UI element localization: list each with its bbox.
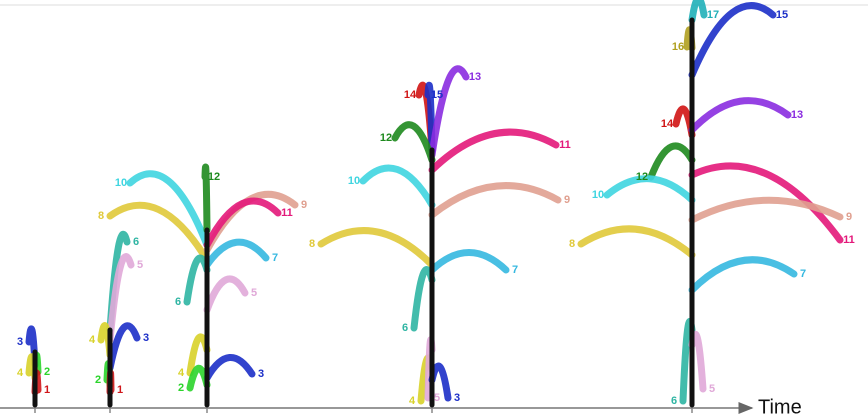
leaf-label: 12 <box>636 171 648 183</box>
leaf-label: 17 <box>707 9 719 21</box>
leaf-label: 2 <box>178 382 184 394</box>
leaf-label: 5 <box>709 383 715 395</box>
leaf-label: 4 <box>17 367 24 379</box>
leaf-label: 5 <box>137 259 143 271</box>
leaf-label: 2 <box>95 374 101 386</box>
leaf <box>321 231 432 265</box>
leaf-label: 3 <box>143 332 149 344</box>
leaf-label: 1 <box>117 384 123 396</box>
leaf <box>692 0 704 20</box>
leaf <box>414 270 432 328</box>
leaf-label: 3 <box>454 392 460 404</box>
leaf-label: 5 <box>434 392 440 404</box>
leaf-label: 1 <box>44 384 50 396</box>
leaf-label: 11 <box>843 234 855 246</box>
leaf-label: 14 <box>661 118 674 130</box>
leaf <box>432 132 556 170</box>
leaf-label: 9 <box>301 199 307 211</box>
leaf <box>432 253 506 271</box>
leaf <box>187 258 207 302</box>
leaf <box>581 229 692 255</box>
leaf-label: 2 <box>44 366 50 378</box>
leaf-label: 8 <box>98 210 104 222</box>
leaf-label: 6 <box>175 296 181 308</box>
leaf-label: 4 <box>409 395 416 407</box>
leaf-label: 11 <box>559 139 571 151</box>
leaf-label: 9 <box>846 211 852 223</box>
leaf-label: 3 <box>17 336 23 348</box>
leaf-label: 9 <box>564 194 570 206</box>
leaf <box>130 174 207 245</box>
page: {"plants":[ {"leaves":[{"label":"3","col… <box>0 0 868 418</box>
leaf-label: 4 <box>89 334 96 346</box>
leaf <box>190 368 207 388</box>
leaf <box>432 69 466 155</box>
leaf <box>207 279 245 310</box>
leaf <box>395 125 432 160</box>
leaf-label: 12 <box>380 132 392 144</box>
leaf-label: 6 <box>133 236 139 248</box>
leaf-label: 8 <box>569 238 575 250</box>
leaf-label: 12 <box>208 171 220 183</box>
leaf <box>205 167 207 230</box>
leaf-label: 10 <box>348 175 360 187</box>
leaf-label: 11 <box>281 207 293 219</box>
axis-label: Time <box>758 396 802 418</box>
leaf-label: 4 <box>178 367 185 379</box>
leaf-label: 10 <box>592 189 604 201</box>
leaf <box>363 168 432 205</box>
leaf <box>207 242 266 265</box>
leaf <box>207 357 252 378</box>
leaf-label: 13 <box>791 109 803 121</box>
leaf-label: 6 <box>671 395 677 407</box>
leaf <box>607 179 692 200</box>
leaf-label: 14 <box>404 89 417 101</box>
leaf-label: 15 <box>776 9 788 21</box>
leaf-label: 7 <box>800 268 806 280</box>
leaf-label: 7 <box>512 264 518 276</box>
leaf-label: 15 <box>431 89 443 101</box>
leaf-label: 6 <box>402 322 408 334</box>
leaf-label: 8 <box>309 238 315 250</box>
leaf-label: 13 <box>469 71 481 83</box>
leaf <box>692 101 788 130</box>
leaf <box>692 260 794 290</box>
leaf <box>432 186 558 215</box>
leaf-label: 10 <box>115 177 127 189</box>
figure: Time 32416543211012891176543214151312111… <box>0 0 868 418</box>
leaf <box>651 146 692 177</box>
leaf-label: 7 <box>272 252 278 264</box>
leaf-label: 16 <box>672 41 684 53</box>
leaf-label: 5 <box>251 287 257 299</box>
leaf-label: 3 <box>258 368 264 380</box>
